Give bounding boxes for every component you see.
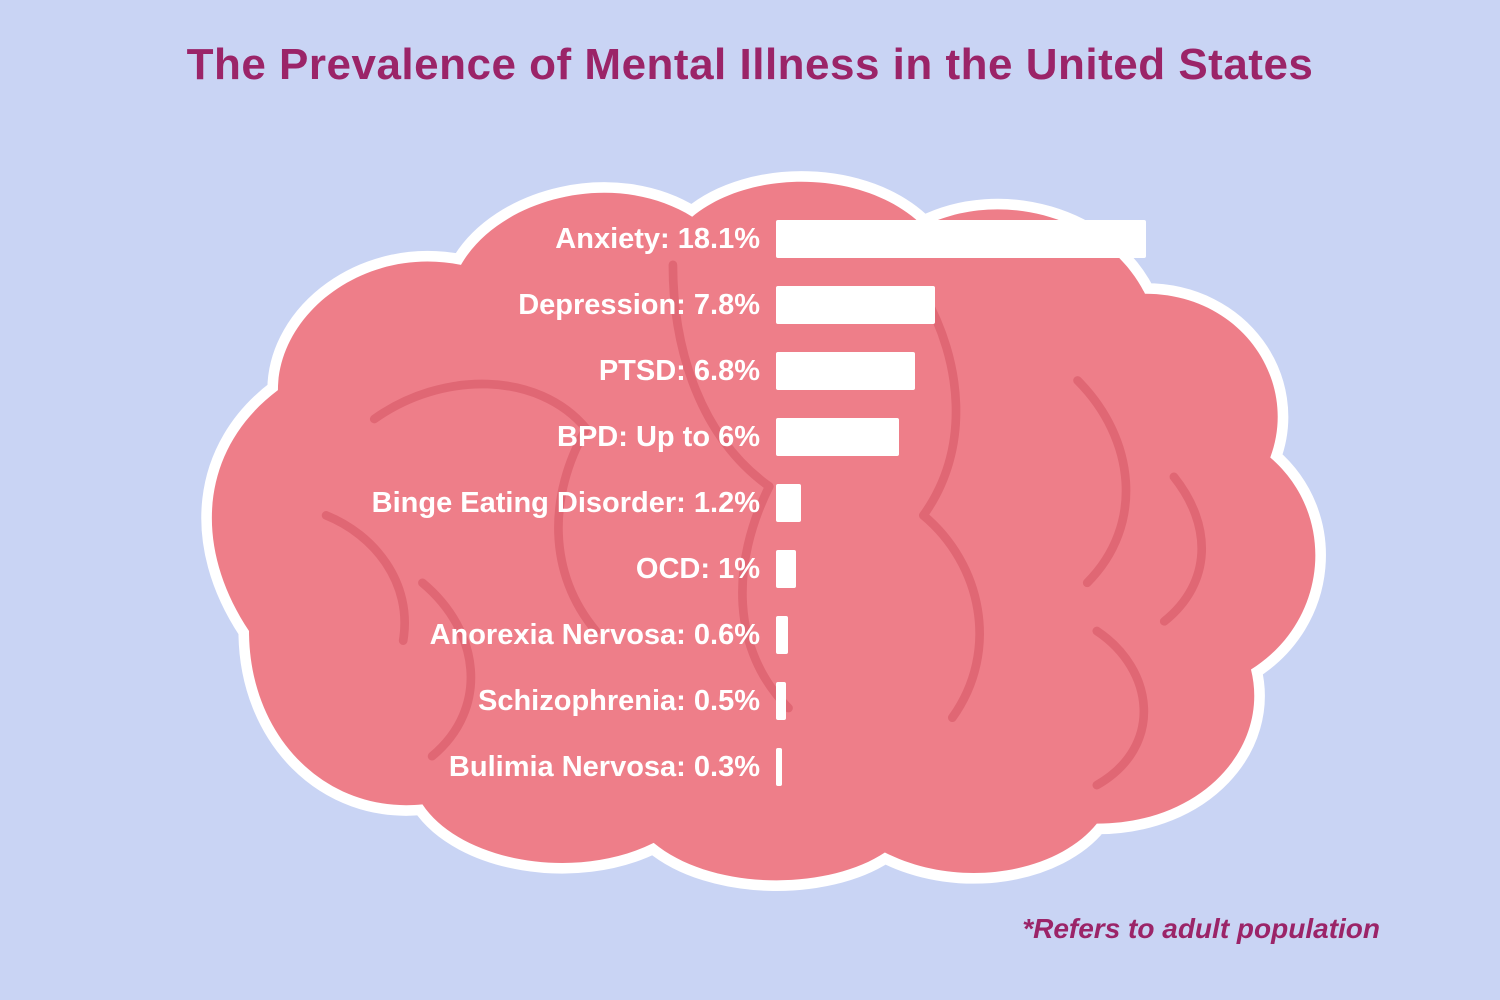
chart-row-label: Bulimia Nervosa: 0.3%: [250, 751, 776, 784]
chart-row-label: Depression: 7.8%: [250, 289, 776, 322]
chart-bar-cell: [776, 682, 1250, 720]
prevalence-bar-chart: Anxiety: 18.1% Depression: 7.8% PTSD: 6.8%…: [250, 215, 1250, 809]
chart-row: BPD: Up to 6%: [250, 413, 1250, 461]
chart-bar-cell: [776, 286, 1250, 324]
chart-bar: [776, 352, 915, 390]
chart-row-label: PTSD: 6.8%: [250, 355, 776, 388]
chart-bar-cell: [776, 550, 1250, 588]
chart-row: Anxiety: 18.1%: [250, 215, 1250, 263]
chart-bar: [776, 286, 935, 324]
chart-bar: [776, 748, 782, 786]
chart-bar: [776, 484, 801, 522]
chart-row: Schizophrenia: 0.5%: [250, 677, 1250, 725]
chart-bar: [776, 220, 1146, 258]
chart-bar-cell: [776, 616, 1250, 654]
chart-row-label: OCD: 1%: [250, 553, 776, 586]
chart-row: OCD: 1%: [250, 545, 1250, 593]
chart-row: Anorexia Nervosa: 0.6%: [250, 611, 1250, 659]
chart-bar-cell: [776, 220, 1250, 258]
chart-row-label: Schizophrenia: 0.5%: [250, 685, 776, 718]
chart-bar: [776, 682, 786, 720]
chart-bar: [776, 616, 788, 654]
footnote: *Refers to adult population: [1022, 913, 1380, 945]
chart-row-label: Binge Eating Disorder: 1.2%: [250, 487, 776, 520]
chart-bar-cell: [776, 418, 1250, 456]
chart-row-label: Anxiety: 18.1%: [250, 223, 776, 256]
chart-bar-cell: [776, 484, 1250, 522]
chart-row-label: BPD: Up to 6%: [250, 421, 776, 454]
chart-row: Depression: 7.8%: [250, 281, 1250, 329]
chart-bar-cell: [776, 352, 1250, 390]
chart-bar: [776, 418, 899, 456]
infographic-stage: The Prevalence of Mental Illness in the …: [0, 0, 1500, 1000]
chart-bar: [776, 550, 796, 588]
chart-bar-cell: [776, 748, 1250, 786]
chart-row: Binge Eating Disorder: 1.2%: [250, 479, 1250, 527]
page-title: The Prevalence of Mental Illness in the …: [0, 40, 1500, 90]
chart-row: PTSD: 6.8%: [250, 347, 1250, 395]
chart-row-label: Anorexia Nervosa: 0.6%: [250, 619, 776, 652]
chart-row: Bulimia Nervosa: 0.3%: [250, 743, 1250, 791]
